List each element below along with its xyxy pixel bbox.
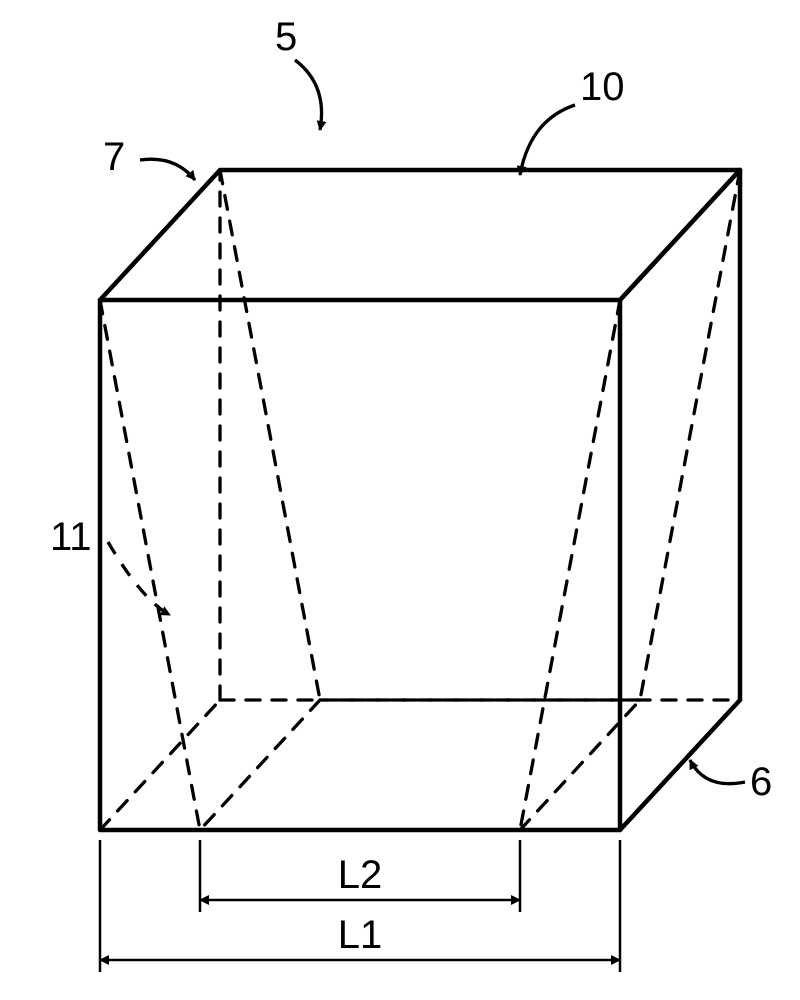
callout-label: 11 bbox=[50, 515, 92, 559]
callout-label: 6 bbox=[750, 760, 772, 804]
dim-label: L2 bbox=[338, 853, 383, 897]
callout-leader bbox=[690, 760, 745, 784]
callout-label: 10 bbox=[580, 65, 625, 109]
dim-label: L1 bbox=[338, 913, 383, 957]
callout-leader bbox=[295, 60, 322, 130]
callout-label: 5 bbox=[275, 15, 297, 59]
callout-label: 7 bbox=[103, 135, 125, 179]
callout-leader bbox=[520, 105, 575, 175]
callout-leader bbox=[108, 542, 170, 615]
callout-leader bbox=[140, 159, 195, 180]
